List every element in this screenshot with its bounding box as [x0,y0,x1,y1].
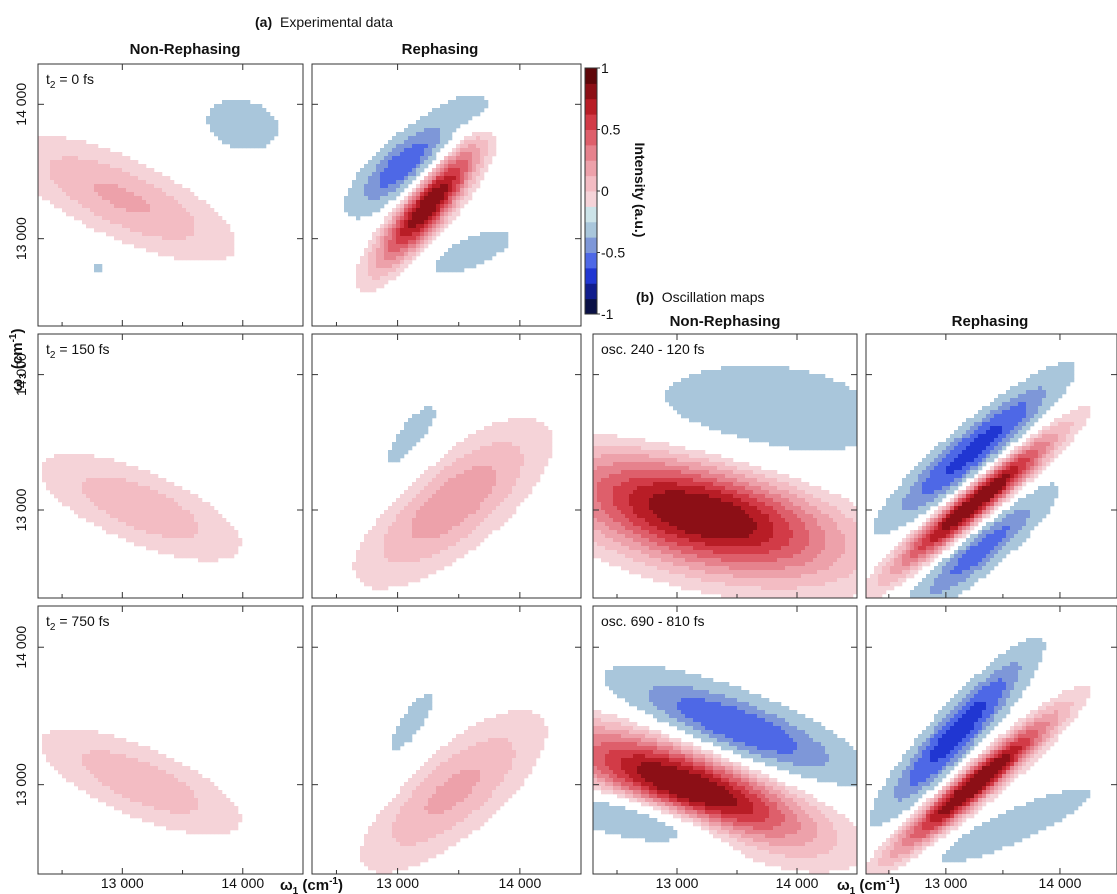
section-a-col-rephasing: Rephasing [402,41,479,58]
section-b-col-rephasing: Rephasing [952,313,1029,330]
x-tick-label: 14 000 [776,875,819,891]
panels-group: 13 000 14 000 t2 = 0 fs 13 000 14 000 t2 = 15… [13,63,1117,891]
contour-field-b-r-osc2 [866,606,1117,874]
colorbar-segment [585,98,597,115]
colorbar-title: Intensity (a.u.) [632,143,648,238]
colorbar-segment [585,267,597,284]
panel-frame [311,605,582,875]
colorbar-segment [585,175,597,192]
panel-b-r-osc2: 13 000 14 000 [865,605,1117,891]
y-tick-label: 13 000 [13,488,29,531]
section-b-col-nonrephasing: Non-Rephasing [670,313,781,330]
panel-a-r-750: 13 000 14 000 [311,605,582,891]
section-a-col-nonrephasing: Non-Rephasing [130,41,241,58]
colorbar-segment [585,206,597,223]
colorbar-tick-label: 0.5 [601,122,621,138]
x-tick-label: 13 000 [924,875,967,891]
t2-label: t2 = 150 fs [46,341,110,361]
osc-label: osc. 240 - 120 fs [601,341,705,357]
x-tick-label: 14 000 [498,875,541,891]
y-tick-label: 13 000 [13,217,29,260]
panel-a-r-150 [311,333,582,599]
panel-frame [37,333,304,599]
y-tick-label: 14 000 [13,83,29,126]
panel-frame [592,605,858,875]
y-tick-label: 14 000 [13,353,29,396]
panel-frame [37,605,304,875]
t2-label: t2 = 750 fs [46,613,110,633]
panel-a-nr-150: 13 000 14 000 t2 = 150 fs [13,333,304,599]
colorbar-segment [585,221,597,238]
panel-frame [865,333,1117,599]
x-tick-label: 14 000 [1039,875,1082,891]
contour-field-a-nr-0 [38,64,303,326]
contour-field-a-r-0 [312,64,581,326]
y-tick-label: 13 000 [13,763,29,806]
x-axis-label-a: ω1 (cm-1) [280,876,343,894]
colorbar-tick-label: 1 [601,60,609,76]
colorbar-segment [585,129,597,146]
section-b-title: (b) Oscillation maps [636,289,764,305]
colorbar-segment [585,283,597,300]
contour-field-a-nr-750 [38,606,303,874]
panel-b-nr-osc1: osc. 240 - 120 fs [592,333,858,599]
panel-frame [37,63,304,327]
osc-label: osc. 690 - 810 fs [601,613,705,629]
x-tick-label: 13 000 [376,875,419,891]
panel-b-nr-osc2: 13 000 14 000 osc. 690 - 810 fs [592,605,858,891]
t2-label: t2 = 0 fs [46,71,94,91]
panel-frame [592,333,858,599]
contour-field-b-nr-osc2 [593,606,857,874]
panel-a-nr-0: 13 000 14 000 t2 = 0 fs [13,63,304,327]
colorbar-tick-label: 0 [601,183,609,199]
contour-field-a-nr-150 [38,334,303,598]
colorbar-segment [585,298,597,315]
panel-frame [865,605,1117,875]
colorbar-segment [585,252,597,269]
y-tick-label: 14 000 [13,626,29,669]
contour-field-b-nr-osc1 [593,334,857,598]
colorbar-segment [585,144,597,161]
colorbar-tick-label: -1 [601,306,614,322]
contour-field-a-r-750 [312,606,581,874]
panel-a-r-0 [311,63,582,327]
x-axis-label-b: ω1 (cm-1) [837,876,900,894]
colorbar-segment [585,191,597,207]
colorbar-segment [585,83,597,100]
panel-b-r-osc1 [865,333,1117,599]
panel-a-nr-750: 13 000 14 000 13 000 14 000 t2 = 750 fs [13,605,304,891]
colorbar-segment [585,237,597,253]
colorbar-segment [585,160,597,177]
contour-field-a-r-150 [312,334,581,598]
contour-field-b-r-osc1 [866,334,1117,598]
y-axis-label: ω3 (cm-1) [8,329,29,392]
colorbar: 1 0.5 0 -0.5 -1 [584,60,625,322]
panel-frame [311,333,582,599]
colorbar-tick-label: -0.5 [601,245,625,261]
colorbar-segment [585,114,597,130]
x-tick-label: 13 000 [101,875,144,891]
section-a-title: (a) Experimental data [255,14,393,30]
x-tick-label: 13 000 [656,875,699,891]
panel-frame [311,63,582,327]
colorbar-segment [585,68,597,84]
x-tick-label: 14 000 [221,875,264,891]
